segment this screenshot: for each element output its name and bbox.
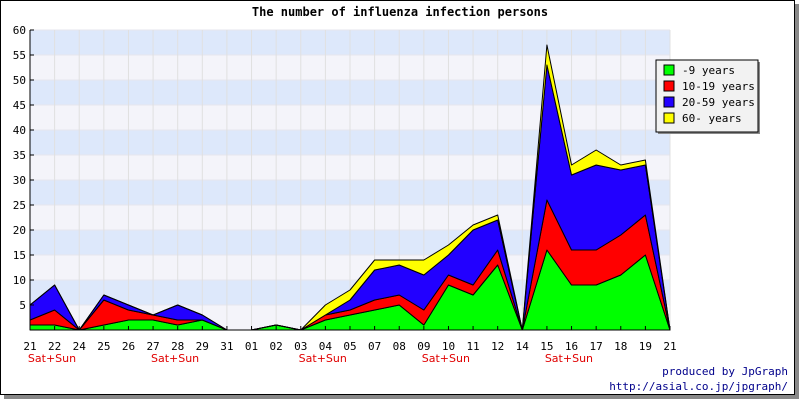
x-tick-label: 09 — [417, 340, 430, 353]
x-tick-label: 16 — [565, 340, 578, 353]
weekend-label: Sat+Sun — [545, 352, 593, 365]
x-tick-label: 31 — [220, 340, 233, 353]
legend: -9 years 10-19 years 20-59 years 60- years — [655, 59, 760, 134]
weekend-label: Sat+Sun — [422, 352, 470, 365]
y-tick-label: 15 — [13, 249, 26, 262]
x-tick-label: 22 — [48, 340, 61, 353]
y-tick-label: 10 — [13, 274, 26, 287]
legend-label: 20-59 years — [682, 96, 755, 109]
axes — [29, 29, 671, 331]
weekend-label: Sat+Sun — [151, 352, 199, 365]
x-tick-label: 21 — [23, 340, 36, 353]
x-tick-label: 05 — [343, 340, 356, 353]
x-tick-label: 10 — [442, 340, 455, 353]
x-tick-label: 24 — [73, 340, 87, 353]
x-tick-label: 21 — [663, 340, 676, 353]
x-tick-label: 18 — [614, 340, 627, 353]
footer-produced-by: produced by JpGraph — [662, 365, 788, 378]
x-tick-labels: 21 22 24 25 26 27 28 29 31 01 02 03 04 05 07 08 09 10 11 12… — [23, 340, 676, 353]
legend-label: 60- years — [682, 112, 742, 125]
y-tick-label: 20 — [13, 224, 26, 237]
y-tick-label: 40 — [13, 124, 26, 137]
x-tick-label: 29 — [196, 340, 209, 353]
x-tick-label: 27 — [146, 340, 159, 353]
x-tick-label: 08 — [393, 340, 406, 353]
y-tick-label: 30 — [13, 174, 26, 187]
x-tick-label: 26 — [122, 340, 135, 353]
legend-swatch — [663, 96, 675, 108]
x-tick-label: 12 — [491, 340, 504, 353]
legend-swatch — [663, 112, 675, 124]
legend-swatch — [663, 80, 675, 92]
y-tick-labels: 5 10 15 20 25 30 35 40 45 50 55 60 — [13, 24, 26, 312]
y-tick-label: 35 — [13, 149, 26, 162]
legend-label: 10-19 years — [682, 80, 755, 93]
x-tick-label: 17 — [590, 340, 603, 353]
x-tick-label: 28 — [171, 340, 184, 353]
x-tick-label: 01 — [245, 340, 258, 353]
x-tick-label: 15 — [540, 340, 553, 353]
x-tick-label: 02 — [270, 340, 283, 353]
y-tick-label: 25 — [13, 199, 26, 212]
x-tick-label: 03 — [294, 340, 307, 353]
weekend-labels: Sat+Sun Sat+Sun Sat+Sun Sat+Sun Sat+Sun — [28, 352, 593, 365]
x-tick-label: 14 — [516, 340, 530, 353]
y-tick-label: 60 — [13, 24, 26, 37]
x-tick-label: 04 — [319, 340, 333, 353]
legend-label: -9 years — [682, 64, 735, 77]
x-tick-label: 19 — [639, 340, 652, 353]
x-tick-label: 11 — [466, 340, 479, 353]
weekend-label: Sat+Sun — [299, 352, 347, 365]
weekend-label: Sat+Sun — [28, 352, 76, 365]
y-tick-label: 55 — [13, 49, 26, 62]
y-tick-label: 45 — [13, 99, 26, 112]
chart-title: The number of influenza infection person… — [252, 5, 548, 19]
x-tick-label: 07 — [368, 340, 381, 353]
legend-swatch — [663, 64, 675, 76]
y-tick-label: 5 — [19, 299, 26, 312]
y-tick-label: 50 — [13, 74, 26, 87]
footer-url[interactable]: http://asial.co.jp/jpgraph/ — [609, 380, 788, 393]
x-tick-label: 25 — [97, 340, 110, 353]
footer: produced by JpGraph http://asial.co.jp/j… — [609, 364, 788, 394]
